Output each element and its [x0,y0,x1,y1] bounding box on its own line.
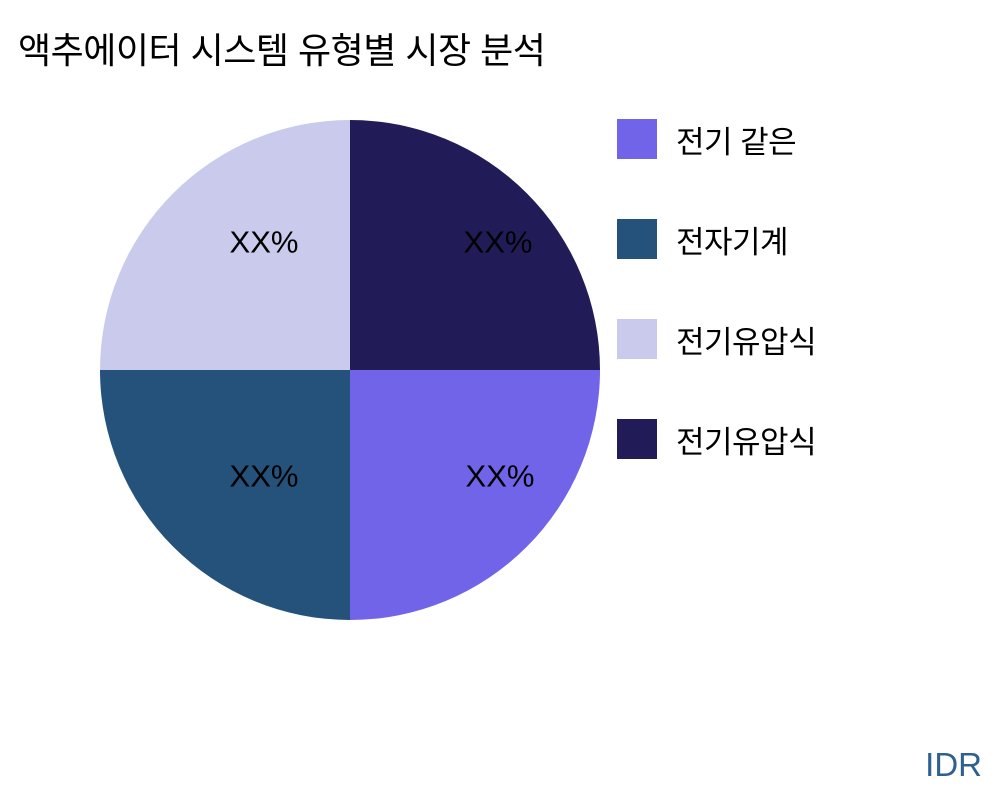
legend-item: 전기유압식 [617,319,817,360]
legend-label: 전자기계 [676,224,789,260]
legend-item: 전기 같은 [617,119,816,160]
chart-title: 액추에이터 시스템 유형별 시장 분석 [18,30,546,71]
legend-swatch-electrohydraulic-light [617,319,657,359]
legend-swatch-electric [617,119,657,159]
watermark-idr: IDR [925,746,982,783]
legend-label: 전기유압식 [676,324,817,360]
legend: 전기 같은 전자기계 전기유압식 전기유압식 [617,119,817,519]
legend-swatch-electrohydraulic-dark [617,419,657,459]
legend-label: 전기유압식 [676,424,817,460]
pie-slice-bottom-left [100,370,350,620]
pie-svg: XX% XX% XX% XX% [100,120,600,620]
legend-label: 전기 같은 [676,124,797,160]
pie-label-bottom-right: XX% [466,459,535,494]
pie-slice-top-left [100,120,350,370]
pie-slice-bottom-right [350,370,600,620]
legend-item: 전자기계 [617,219,816,260]
legend-item: 전기유압식 [617,419,817,460]
pie-chart: XX% XX% XX% XX% [100,120,600,620]
legend-swatch-electromechanical [617,219,657,259]
pie-label-top-left: XX% [230,225,299,260]
pie-label-bottom-left: XX% [230,459,299,494]
pie-slice-top-right [350,120,600,370]
pie-label-top-right: XX% [464,225,533,260]
